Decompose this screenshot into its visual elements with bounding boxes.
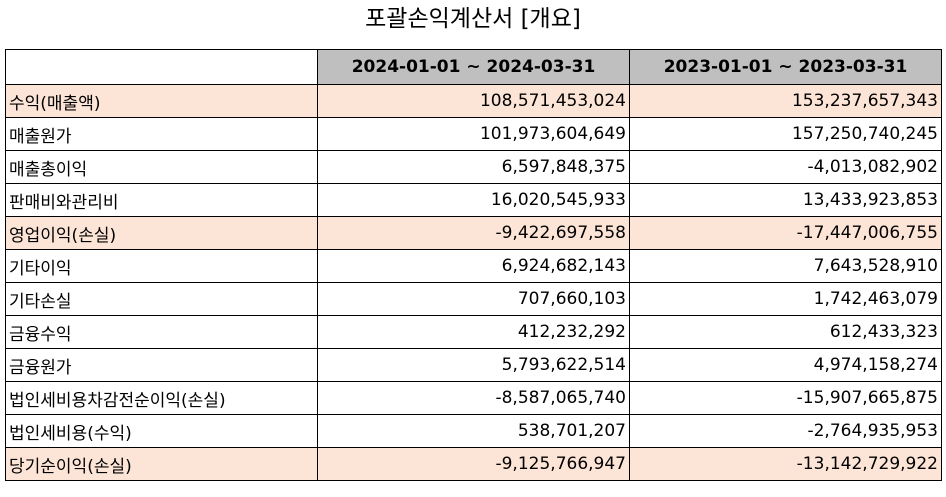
- row-value-current: 538,701,207: [317, 414, 630, 448]
- header-blank-cell: [5, 49, 318, 85]
- row-label: 법인세비용(수익): [5, 414, 318, 448]
- row-value-current: 6,924,682,143: [317, 249, 630, 283]
- row-value-current: 101,973,604,649: [317, 117, 630, 151]
- row-value-prior: 4,974,158,274: [629, 348, 942, 382]
- table-row: 판매비와관리비 16,020,545,933 13,433,923,853: [5, 183, 942, 217]
- row-value-prior: -17,447,006,755: [629, 216, 942, 250]
- header-prior-period: 2023-01-01 ~ 2023-03-31: [629, 49, 942, 85]
- row-value-current: 6,597,848,375: [317, 150, 630, 184]
- row-value-current: 16,020,545,933: [317, 183, 630, 217]
- table-row: 매출원가 101,973,604,649 157,250,740,245: [5, 117, 942, 151]
- table-row: 매출총이익 6,597,848,375 -4,013,082,902: [5, 150, 942, 184]
- row-value-current: -9,422,697,558: [317, 216, 630, 250]
- table-row: 법인세비용(수익) 538,701,207 -2,764,935,953: [5, 414, 942, 448]
- row-label: 매출총이익: [5, 150, 318, 184]
- row-label: 판매비와관리비: [5, 183, 318, 217]
- row-value-prior: 153,237,657,343: [629, 84, 942, 118]
- header-row: 2024-01-01 ~ 2024-03-31 2023-01-01 ~ 202…: [5, 49, 942, 85]
- table-row: 기타손실 707,660,103 1,742,463,079: [5, 282, 942, 316]
- row-label: 수익(매출액): [5, 84, 318, 118]
- row-value-prior: 13,433,923,853: [629, 183, 942, 217]
- row-value-prior: 612,433,323: [629, 315, 942, 349]
- table-row: 금융수익 412,232,292 612,433,323: [5, 315, 942, 349]
- row-label: 법인세비용차감전순이익(손실): [5, 381, 318, 415]
- table-row: 금융원가 5,793,622,514 4,974,158,274: [5, 348, 942, 382]
- row-value-prior: 157,250,740,245: [629, 117, 942, 151]
- row-value-current: -8,587,065,740: [317, 381, 630, 415]
- row-value-prior: -4,013,082,902: [629, 150, 942, 184]
- row-value-current: 108,571,453,024: [317, 84, 630, 118]
- row-label: 기타손실: [5, 282, 318, 316]
- table-row: 수익(매출액) 108,571,453,024 153,237,657,343: [5, 84, 942, 118]
- row-value-prior: 1,742,463,079: [629, 282, 942, 316]
- row-value-prior: -13,142,729,922: [629, 447, 942, 481]
- row-label: 금융수익: [5, 315, 318, 349]
- row-value-current: 412,232,292: [317, 315, 630, 349]
- row-label: 영업이익(손실): [5, 216, 318, 250]
- header-current-period: 2024-01-01 ~ 2024-03-31: [317, 49, 630, 85]
- row-label: 당기순이익(손실): [5, 447, 318, 481]
- table-row: 기타이익 6,924,682,143 7,643,528,910: [5, 249, 942, 283]
- row-value-current: 5,793,622,514: [317, 348, 630, 382]
- row-value-prior: -15,907,665,875: [629, 381, 942, 415]
- table-row: 영업이익(손실) -9,422,697,558 -17,447,006,755: [5, 216, 942, 250]
- row-value-current: -9,125,766,947: [317, 447, 630, 481]
- table-row: 법인세비용차감전순이익(손실) -8,587,065,740 -15,907,665…: [5, 381, 942, 415]
- row-label: 기타이익: [5, 249, 318, 283]
- row-label: 금융원가: [5, 348, 318, 382]
- table-body: 수익(매출액) 108,571,453,024 153,237,657,343 매출원…: [5, 84, 942, 481]
- table-row: 당기순이익(손실) -9,125,766,947 -13,142,729,922: [5, 447, 942, 481]
- row-value-current: 707,660,103: [317, 282, 630, 316]
- page-title: 포괄손익계산서 [개요]: [365, 6, 581, 32]
- row-label: 매출원가: [5, 117, 318, 151]
- income-statement-table: 2024-01-01 ~ 2024-03-31 2023-01-01 ~ 202…: [5, 49, 942, 481]
- row-value-prior: -2,764,935,953: [629, 414, 942, 448]
- row-value-prior: 7,643,528,910: [629, 249, 942, 283]
